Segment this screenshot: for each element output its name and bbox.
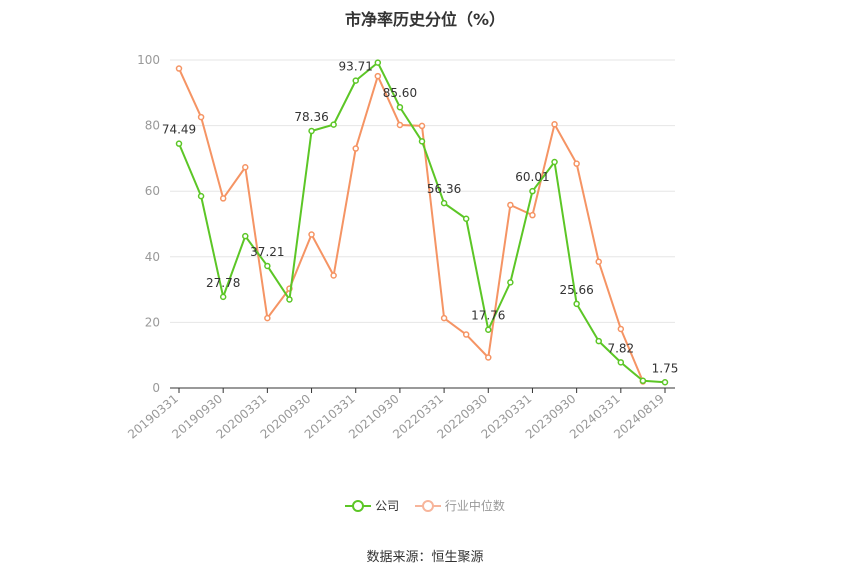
- series-company-point: [242, 232, 249, 240]
- series-industry-point: [242, 164, 249, 171]
- data-label: 93.71: [339, 60, 373, 74]
- series-industry-point: [551, 121, 558, 128]
- series-industry-point: [507, 201, 514, 209]
- series-company-point: [440, 199, 448, 207]
- data-label: 27.78: [206, 276, 240, 290]
- series-industry-point: [462, 331, 470, 338]
- series-industry-point: [197, 113, 205, 121]
- series-industry-point: [529, 211, 536, 219]
- data-label: 37.21: [250, 245, 284, 259]
- y-tick-label: 80: [145, 119, 160, 133]
- y-tick-label: 100: [137, 53, 160, 67]
- series-company-line: [178, 61, 666, 384]
- series-industry-point: [308, 231, 315, 238]
- data-label: 56.36: [427, 182, 461, 196]
- series-industry-point: [617, 325, 625, 333]
- data-label: 25.66: [559, 283, 593, 297]
- series-company-point: [507, 279, 514, 286]
- series-company-point: [264, 262, 271, 270]
- y-tick-label: 20: [145, 315, 160, 329]
- series-industry-point: [330, 272, 337, 279]
- data-label: 7.82: [607, 341, 634, 355]
- series-company-point: [197, 192, 205, 200]
- series-industry-point: [374, 72, 382, 80]
- series-industry-point: [418, 122, 426, 130]
- series-company-point: [175, 140, 183, 147]
- series-industry-point: [396, 121, 404, 129]
- legend: 公司 行业中位数: [0, 497, 850, 516]
- data-label: 60.01: [515, 170, 549, 184]
- series-company-point: [374, 59, 382, 66]
- series-industry-point: [219, 195, 227, 202]
- data-label: 74.49: [162, 123, 196, 137]
- series-company-point: [485, 326, 492, 333]
- series-company-point: [595, 337, 602, 345]
- series-company-point: [396, 103, 404, 111]
- data-label: 78.36: [294, 110, 328, 124]
- legend-symbol-industry: [414, 499, 441, 512]
- series-company-point: [330, 121, 337, 128]
- legend-item-industry[interactable]: 行业中位数: [414, 497, 505, 514]
- series-company-point: [462, 215, 470, 223]
- series-industry-point: [352, 145, 359, 152]
- series-company-point: [286, 296, 293, 303]
- series-lines: [175, 59, 669, 386]
- series-company-point: [352, 77, 359, 84]
- axes: 0204060801002019033120190930202003312020…: [125, 53, 675, 442]
- series-industry-point: [573, 160, 580, 167]
- chart-title: 市净率历史分位（%）: [344, 10, 506, 29]
- series-company-point: [639, 377, 647, 385]
- series-industry-point: [175, 65, 183, 72]
- series-company-point: [617, 359, 625, 366]
- series-industry-point: [264, 314, 271, 322]
- series-industry-point: [485, 354, 492, 361]
- series-company-point: [308, 127, 315, 135]
- legend-label-company: 公司: [375, 499, 400, 513]
- series-company-point: [529, 187, 536, 195]
- data-labels: 74.49 27.78 37.21 78.36 93.71 85.60 56.36 17.76…: [162, 60, 679, 376]
- series-company-point: [573, 300, 580, 308]
- legend-label-industry: 行业中位数: [444, 499, 505, 513]
- series-company-point: [551, 158, 558, 166]
- series-industry-point: [595, 258, 602, 265]
- series-company-point: [661, 379, 669, 386]
- y-tick-label: 0: [152, 381, 160, 395]
- series-industry-line: [178, 68, 644, 382]
- y-tick-label: 40: [145, 250, 160, 264]
- y-tick-label: 60: [145, 184, 160, 198]
- data-label: 17.76: [471, 309, 505, 323]
- series-company-point: [418, 138, 426, 145]
- data-source: 数据来源：恒生聚源: [366, 550, 484, 565]
- data-label: 1.75: [652, 361, 679, 375]
- series-company-point: [219, 293, 227, 301]
- data-label: 85.60: [383, 86, 417, 100]
- series-industry-point: [440, 314, 448, 322]
- grid-lines: [170, 59, 675, 323]
- legend-item-company[interactable]: 公司: [345, 497, 399, 514]
- legend-symbol-company: [345, 499, 372, 512]
